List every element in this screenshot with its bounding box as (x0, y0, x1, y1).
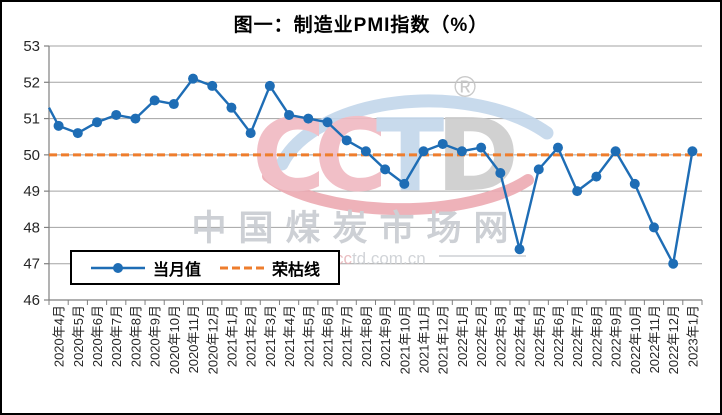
data-point-marker (92, 117, 103, 128)
y-axis-label: 47 (23, 256, 40, 273)
y-axis-label: 48 (23, 219, 40, 236)
x-axis-label: 2021年1月 (224, 305, 239, 367)
data-point-marker (629, 178, 640, 189)
x-axis-label: 2021年2月 (244, 305, 259, 367)
x-axis-label: 2020年9月 (148, 305, 163, 367)
x-axis-label: 2020年7月 (109, 305, 124, 367)
data-point-marker (264, 80, 275, 91)
legend-item-boom-bust-line: 荣枯线 (219, 256, 320, 280)
x-axis-label: 2022年2月 (474, 305, 489, 367)
legend-item-current-month-value: 当月值 (90, 256, 201, 280)
y-axis-label: 50 (23, 147, 40, 164)
x-axis-label: 2023年1月 (685, 305, 700, 367)
legend-label-current-month-value: 当月值 (152, 261, 201, 279)
chart-title: 图一：制造业PMI指数（%） (233, 15, 489, 36)
x-axis-label: 2021年7月 (340, 305, 355, 367)
axis-labels: 53 52 51 50 49 48 47 46 2020年4月 2020年5月 2020年6月 202… (23, 38, 700, 374)
x-axis-label: 2021年8月 (359, 305, 374, 367)
watermark-swoosh-top-icon (275, 94, 554, 171)
dashed-line-sample-icon (220, 266, 264, 269)
data-point-marker (668, 258, 679, 269)
x-axis-label: 2021年12月 (436, 305, 451, 374)
data-point-marker (476, 142, 487, 153)
data-series (47, 73, 702, 269)
x-axis-label: 2020年4月 (52, 305, 67, 367)
legend-label-boom-bust-line: 荣枯线 (272, 261, 321, 279)
data-point-marker (72, 128, 83, 139)
data-point-marker (610, 146, 621, 157)
data-point-marker (687, 146, 698, 157)
x-axis-label: 2021年9月 (378, 305, 393, 367)
x-axis-label: 2021年11月 (417, 305, 432, 373)
x-axis-label: 2022年10月 (628, 305, 643, 374)
x-axis-label: 2022年9月 (609, 305, 624, 367)
line-with-marker-sample-icon (90, 262, 145, 273)
y-axis-label: 46 (23, 292, 40, 309)
data-point-marker (514, 244, 525, 255)
y-axis-label: 51 (23, 111, 40, 128)
x-axis-label: 2020年8月 (128, 305, 143, 367)
data-point-marker (437, 138, 448, 149)
x-axis-label: 2020年11月 (186, 305, 201, 373)
x-axis-label: 2021年3月 (263, 305, 278, 367)
x-axis-label: 2021年4月 (282, 305, 297, 367)
x-axis-label: 2020年6月 (90, 305, 105, 367)
data-point-marker (284, 109, 295, 120)
data-point-marker (207, 80, 218, 91)
data-point-marker (188, 73, 199, 84)
data-point-marker (572, 186, 583, 197)
x-axis-label: 2021年5月 (301, 305, 316, 367)
registered-trademark-icon: ® (454, 71, 476, 104)
data-point-marker (341, 135, 352, 146)
y-axis-label: 49 (23, 183, 40, 200)
x-axis-label: 2022年1月 (455, 305, 470, 367)
data-point-marker (418, 146, 429, 157)
data-point-marker (149, 95, 160, 106)
x-axis-label: 2020年10月 (167, 305, 182, 374)
chart-legend: 当月值 荣枯线 (70, 250, 340, 285)
watermark: C C T D ® 中国煤炭市场网 www.cctd.com.cn (191, 71, 554, 268)
data-point-marker (360, 146, 371, 157)
y-axis-label: 53 (23, 38, 40, 55)
data-point-marker (380, 164, 391, 175)
watermark-site-name: 中国煤炭市场网 (191, 209, 520, 248)
watermark-swoosh-bottom-icon (262, 170, 534, 216)
data-point-marker (303, 113, 314, 124)
data-point-marker (552, 142, 563, 153)
data-point-marker (533, 164, 544, 175)
x-axis-label: 2020年5月 (71, 305, 86, 367)
data-point-marker (322, 117, 333, 128)
x-axis-label: 2022年3月 (493, 305, 508, 367)
x-axis-label: 2022年11月 (647, 305, 662, 373)
data-point-marker (399, 178, 410, 189)
data-point-marker (591, 171, 602, 182)
x-axis-label: 2022年6月 (551, 305, 566, 367)
x-axis-label: 2022年12月 (666, 305, 681, 374)
data-point-marker (648, 222, 659, 233)
x-axis-label: 2022年7月 (570, 305, 585, 367)
data-point-marker (495, 168, 506, 178)
data-point-marker (245, 128, 256, 139)
data-point-marker (226, 102, 237, 113)
data-point-marker (456, 146, 467, 157)
x-axis-label: 2022年8月 (589, 305, 604, 367)
x-axis-label: 2020年12月 (205, 305, 220, 374)
data-point-marker (130, 113, 141, 124)
x-axis-label: 2022年5月 (532, 305, 547, 367)
data-point-marker (53, 120, 64, 131)
data-point-marker (111, 109, 122, 120)
x-axis-label: 2021年10月 (397, 305, 412, 374)
x-axis-label: 2021年6月 (320, 305, 335, 367)
x-axis-label: 2022年4月 (513, 305, 528, 367)
y-axis-label: 52 (23, 74, 40, 91)
data-point-marker (168, 99, 179, 110)
